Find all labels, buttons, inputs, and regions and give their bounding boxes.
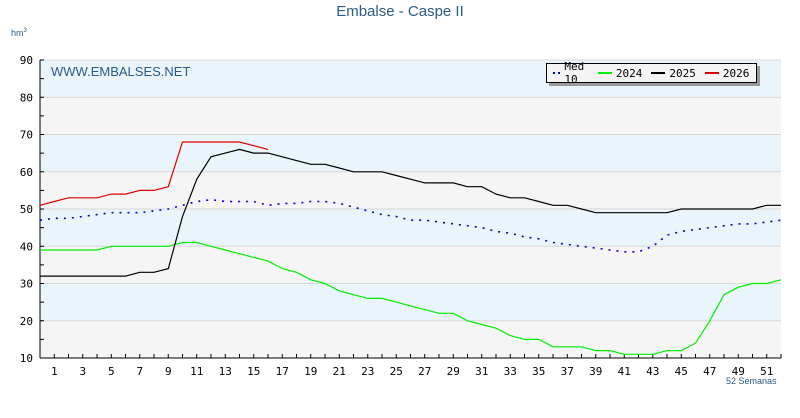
y-tick-label: 50 bbox=[20, 203, 33, 216]
y-tick-label: 10 bbox=[20, 352, 33, 365]
x-tick-label: 3 bbox=[79, 365, 86, 378]
x-tick-label: 7 bbox=[136, 365, 143, 378]
legend-item-2026: 2026 bbox=[704, 67, 749, 80]
legend-swatch-2026 bbox=[704, 72, 719, 74]
x-tick-label: 25 bbox=[390, 365, 403, 378]
chart-legend: Med 10 2024 2025 2026 bbox=[546, 60, 757, 86]
x-tick-label: 1 bbox=[51, 365, 58, 378]
y-tick-label: 70 bbox=[20, 129, 33, 142]
x-tick-label: 5 bbox=[108, 365, 115, 378]
plot-band bbox=[40, 246, 781, 284]
x-tick-label: 31 bbox=[475, 365, 488, 378]
plot-band bbox=[40, 320, 781, 358]
x-tick-label: 39 bbox=[589, 365, 602, 378]
legend-swatch-2025 bbox=[651, 72, 666, 74]
x-tick-label: 23 bbox=[361, 365, 374, 378]
x-tick-label: 45 bbox=[675, 365, 688, 378]
y-tick-label: 60 bbox=[20, 166, 33, 179]
y-tick-label: 80 bbox=[20, 91, 33, 104]
x-tick-label: 15 bbox=[247, 365, 260, 378]
x-tick-label: 33 bbox=[504, 365, 517, 378]
x-tick-label: 47 bbox=[703, 365, 716, 378]
x-tick-label: 27 bbox=[418, 365, 431, 378]
x-tick-label: 19 bbox=[304, 365, 317, 378]
x-tick-label: 11 bbox=[190, 365, 203, 378]
legend-item-2025: 2025 bbox=[651, 67, 696, 80]
legend-swatch-med10 bbox=[553, 72, 561, 74]
y-tick-label: 90 bbox=[20, 54, 33, 67]
legend-item-med10: Med 10 bbox=[553, 60, 589, 86]
legend-swatch-2024 bbox=[597, 72, 612, 74]
x-tick-label: 41 bbox=[618, 365, 631, 378]
chart-title: Embalse - Caspe II bbox=[336, 3, 464, 20]
y-tick-label: 20 bbox=[20, 315, 33, 328]
legend-item-2024: 2024 bbox=[597, 67, 642, 80]
series-2025 bbox=[40, 148, 781, 277]
x-tick-label: 13 bbox=[219, 365, 232, 378]
x-tick-label: 51 bbox=[760, 365, 773, 378]
series-2024 bbox=[40, 241, 782, 355]
x-tick-label: 9 bbox=[165, 365, 172, 378]
watermark: WWW.EMBALSES.NET bbox=[51, 64, 191, 79]
plot-band bbox=[40, 134, 781, 172]
y-tick-label: 30 bbox=[20, 278, 33, 291]
x-tick-label: 17 bbox=[276, 365, 289, 378]
plot-band bbox=[40, 209, 781, 247]
y-tick-label: 40 bbox=[20, 240, 33, 253]
plot-band bbox=[40, 283, 781, 321]
x-tick-label: 35 bbox=[532, 365, 545, 378]
plot-band bbox=[40, 171, 781, 209]
x-axis-label: 52 Semanas bbox=[726, 376, 777, 386]
x-tick-label: 29 bbox=[447, 365, 460, 378]
x-tick-label: 21 bbox=[333, 365, 346, 378]
x-tick-label: 43 bbox=[646, 365, 659, 378]
series-2026 bbox=[39, 141, 269, 206]
x-tick-label: 37 bbox=[561, 365, 574, 378]
plot-band bbox=[40, 97, 781, 135]
y-axis-unit: hm3 bbox=[11, 28, 27, 38]
x-tick-label: 49 bbox=[732, 365, 745, 378]
